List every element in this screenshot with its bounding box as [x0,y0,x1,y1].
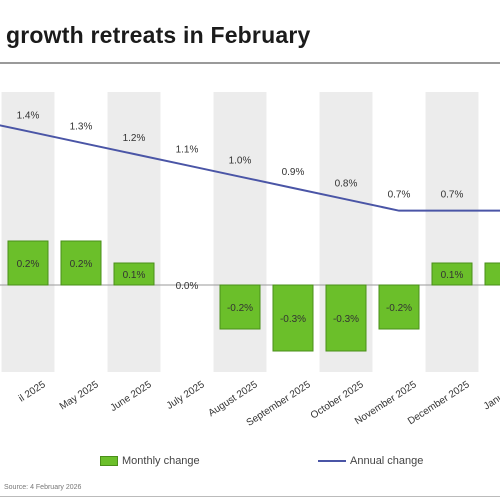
line-annual-change [0,124,500,212]
bar-value-label: 0.0% [176,281,199,292]
category-tick-label: il 2025 [17,379,48,405]
category-tick-label: June 2025 [108,379,154,414]
legend-swatch-bar [100,456,118,467]
bar-value-label: 0.1% [441,270,464,281]
line-value-label: 0.7% [388,190,411,201]
bar-monthly-change [7,240,49,286]
legend-item-monthly: Monthly change [100,455,200,467]
line-value-label: 1.3% [70,122,93,133]
bar-value-label: -0.3% [280,314,306,325]
category-tick-label: January 2 [482,379,500,412]
category-tick-label: May 2025 [58,379,101,412]
line-value-label: 0.8% [335,178,358,189]
legend: Monthly change Annual change [0,455,500,471]
bar-value-label: 0.2% [17,259,40,270]
bar-value-label: -0.2% [227,303,253,314]
chart-title: growth retreats in February [6,22,311,48]
legend-item-annual: Annual change [318,455,423,467]
legend-label-monthly: Monthly change [122,455,200,467]
line-value-label: 0.9% [282,167,305,178]
legend-swatch-line [318,460,346,463]
line-value-label: 0.7% [441,190,464,201]
bar-value-label: -0.2% [386,303,412,314]
bar-value-label: -0.3% [333,314,359,325]
bar-monthly-change [484,262,500,286]
bar-monthly-change [60,240,102,286]
bar-monthly-change [113,262,155,286]
bar-monthly-change [431,262,473,286]
background-band [1,92,55,372]
legend-label-annual: Annual change [350,455,424,467]
bar-monthly-change [325,284,367,352]
category-tick-label: August 2025 [207,379,260,419]
bar-monthly-change [272,284,314,352]
source-note: Source: 4 February 2026 [4,484,82,491]
line-value-label: 1.0% [229,156,252,167]
bar-monthly-change [378,284,420,330]
bar-monthly-change [219,284,261,330]
bar-value-label: 0.2% [70,259,93,270]
background-band [213,92,267,372]
background-band [107,92,161,372]
frame-border [0,496,500,497]
line-value-label: 1.2% [123,133,146,144]
bar-value-label: 0.1% [123,270,146,281]
category-tick-label: July 2025 [165,379,207,412]
title-bar: growth retreats in February [0,0,500,64]
line-value-label: 1.4% [17,110,40,121]
background-band [425,92,479,372]
line-value-label: 1.1% [176,144,199,155]
chart: 0.2% 0.2% 0.1% 0.0% -0.2% -0.3% -0.3% -0.2% 0.1%… [0,92,500,429]
